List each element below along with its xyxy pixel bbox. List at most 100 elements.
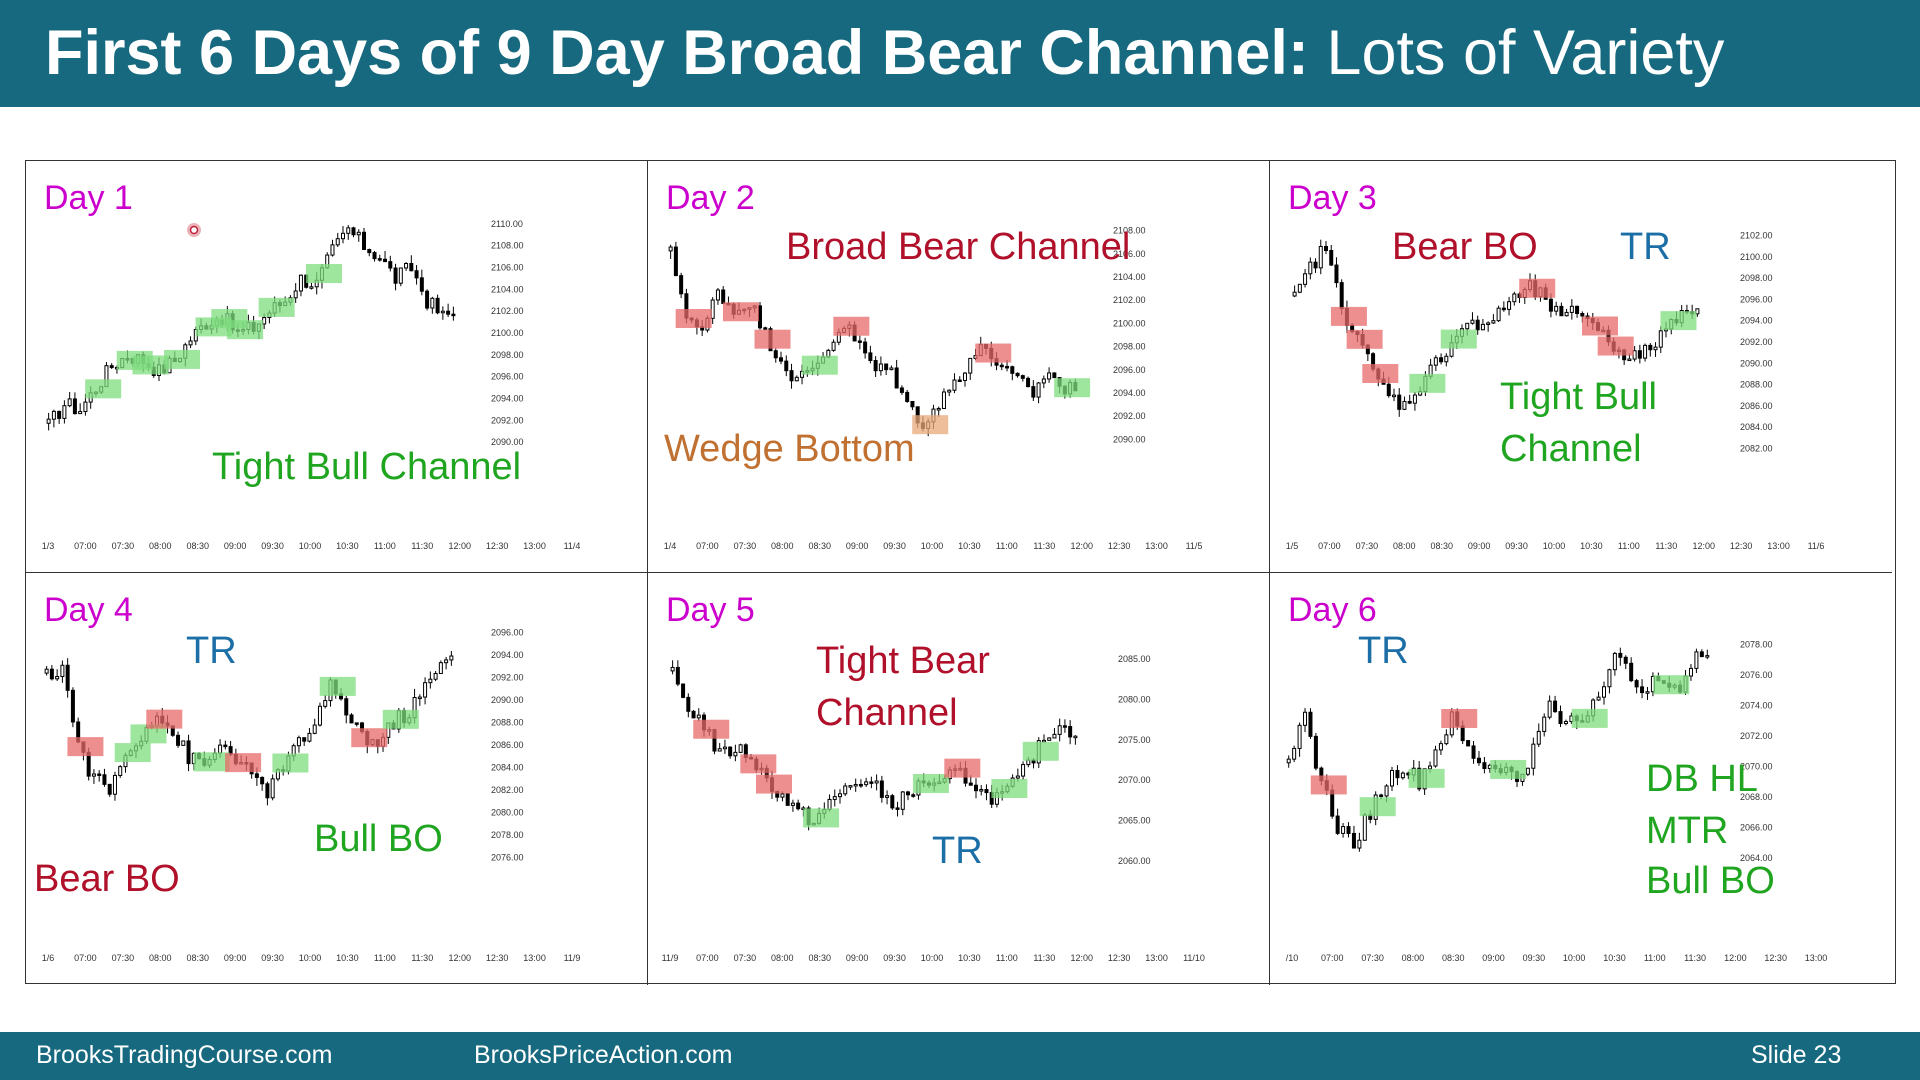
annotation-label: Channel [1500,428,1642,470]
x-tick-label: 07:00 [74,953,97,963]
y-tick-label: 2102.00 [1113,295,1146,305]
candle [1482,757,1487,774]
candlestick-chart-day-3: Day 3 2102.00 2100.00 2098.00 2096.00 2094.00… [1286,179,1825,551]
x-tick-label: 10:00 [1563,953,1586,963]
x-tick-label: 07:30 [112,541,135,551]
x-tick-label: 11/6 [1808,541,1825,551]
x-tick-label: 1/6 [42,953,55,963]
footer-mid-link[interactable]: BrooksPriceAction.com [474,1041,733,1069]
x-tick-label: 11/4 [564,541,581,551]
candle [340,226,345,244]
candle [438,660,443,674]
y-tick-label: 2104.00 [491,284,524,294]
candle [62,400,67,424]
x-tick-label: 11:00 [1644,953,1666,963]
candle [1433,745,1438,768]
y-tick-label: 2092.00 [1113,411,1146,421]
candle [1068,720,1073,745]
y-tick-label: 2072.00 [1740,731,1773,741]
candle [1480,319,1485,331]
candle [1042,734,1046,743]
candle [346,224,351,240]
y-tick-label: 2108.00 [1113,226,1146,236]
candle [1041,375,1046,389]
candle [1564,308,1569,317]
candle [433,671,438,682]
candle [1392,388,1396,402]
candle [1313,258,1318,273]
candle [794,375,799,382]
x-tick-label: 13:00 [1767,541,1790,551]
candle [60,660,65,683]
candle [293,283,298,303]
slide-title-bold: First 6 Days of 9 Day Broad Bear Channel… [45,18,1309,88]
day-label: Day 3 [1288,179,1377,217]
y-tick-label: 2096.00 [491,627,524,637]
candle [1324,241,1328,255]
candle [49,665,54,681]
candle [1303,708,1308,733]
x-tick-label: 11:00 [996,541,1018,551]
candle [1073,735,1078,745]
y-tick-label: 2076.00 [491,853,524,863]
x-tick-label: 12:30 [1108,541,1131,551]
y-tick-label: 2090.00 [1740,358,1773,368]
x-tick-label: 12:00 [1070,953,1093,963]
candle [1705,649,1710,660]
candle [1286,755,1291,768]
x-tick-label: 11:00 [1618,541,1640,551]
highlight-bull [1054,378,1091,398]
y-tick-label: 2092.00 [491,672,524,682]
candle [1531,737,1536,776]
y-tick-label: 2090.00 [491,437,524,447]
candle [894,359,899,389]
candle [1558,705,1563,728]
candle [670,660,675,675]
highlight-bear [756,774,792,794]
highlight-bear [740,754,777,774]
candle [1466,740,1471,747]
highlight-bull [319,676,356,696]
candle [307,728,312,743]
candle [1052,728,1057,739]
x-tick-label: 11:30 [1655,541,1677,551]
x-tick-label: 11:30 [411,953,433,963]
y-tick-label: 2082.00 [1740,443,1773,453]
candle [900,790,905,816]
candle [879,775,884,803]
candle [773,348,778,363]
chart-grid: Day 1 2110.00 2108.00 2106.00 2104.00 2102.00… [25,160,1896,985]
candle [853,778,858,792]
candle [1444,729,1449,746]
x-tick-label: 10:00 [921,541,944,551]
candle [864,777,869,788]
candle [691,710,696,719]
candle [722,739,727,754]
highlight-bear [693,719,730,739]
x-tick-label: 12:30 [1108,953,1131,963]
footer-left-link[interactable]: BrooksTradingCourse.com [36,1041,333,1069]
x-tick-label: 11/10 [1183,953,1205,963]
annotation-label: TR [186,630,237,672]
candle [889,365,894,371]
candle [296,735,301,753]
annotation-label: Bull BO [314,818,443,860]
candle [1020,374,1025,382]
candle [1308,257,1313,280]
candle [70,687,75,728]
candle [1297,722,1302,757]
candlestick-chart-day-1: Day 1 2110.00 2108.00 2106.00 2104.00 2102.00… [42,179,581,551]
highlight-bull [1660,311,1697,331]
candle [1444,353,1449,367]
candle [91,769,96,784]
x-tick-label: 09:00 [224,953,247,963]
x-tick-label: 09:00 [846,541,869,551]
x-tick-label: 11:30 [1684,953,1706,963]
x-tick-label: 08:00 [149,953,172,963]
candle [675,660,680,687]
candle [1351,825,1356,849]
x-tick-label: 09:00 [1482,953,1505,963]
candle [679,272,684,299]
candle [715,287,720,305]
candle [910,400,915,411]
